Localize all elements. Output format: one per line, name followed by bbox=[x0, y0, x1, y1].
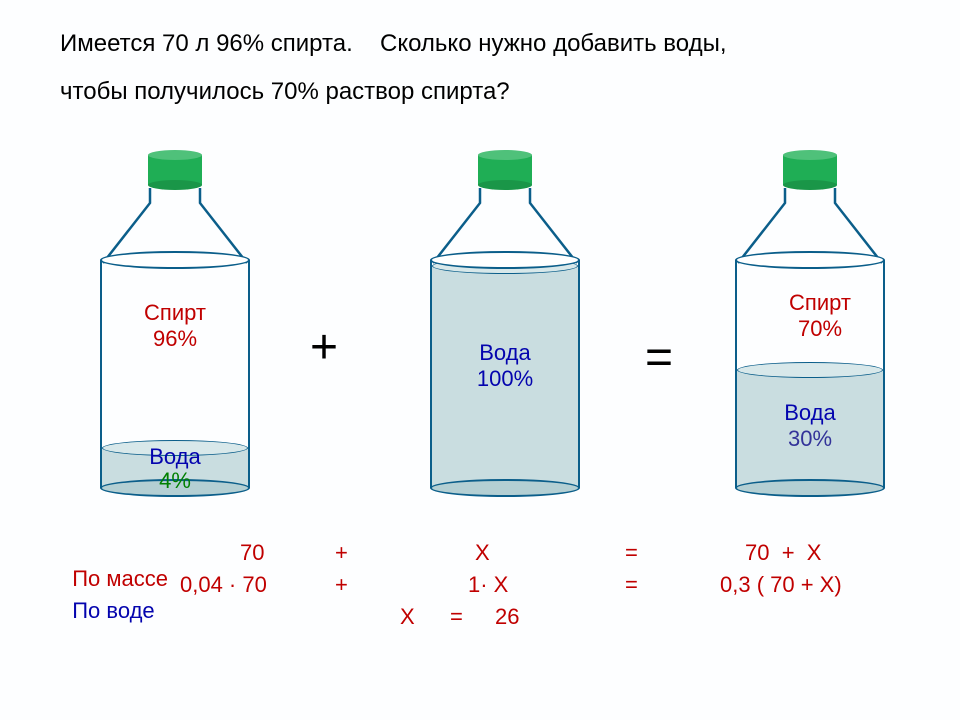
equals-operator: = bbox=[645, 330, 673, 385]
bottle-3: Спирт 70% Вода 30% bbox=[735, 150, 885, 490]
bottle-1: Спирт 96% Вода 4% bbox=[100, 150, 250, 490]
eq-water-op1: + bbox=[335, 572, 348, 598]
label-voda-4-text: Вода bbox=[100, 444, 250, 470]
eq-answer-rhs: 26 bbox=[495, 604, 519, 630]
label-spirt-96: Спирт 96% bbox=[100, 300, 250, 353]
eq-water-v2: 1· Х bbox=[468, 572, 508, 598]
eq-water-v3: 0,3 ( 70 + X) bbox=[720, 572, 842, 598]
eq-mass-v3: 70 + X bbox=[745, 540, 821, 566]
eq-answer-lhs: Х bbox=[400, 604, 415, 630]
eq-mass-op1: + bbox=[335, 540, 348, 566]
eq-answer-eq: = bbox=[450, 604, 463, 630]
label-spirt-70: Спирт 70% bbox=[745, 290, 895, 343]
problem-line1b: Сколько нужно добавить воды, bbox=[380, 30, 727, 58]
label-voda-4-pct: 4% bbox=[100, 468, 250, 494]
label-voda-30-pct: 30% bbox=[735, 426, 885, 452]
eq-mass-op2: = bbox=[625, 540, 638, 566]
label-voda-100: Вода 100% bbox=[430, 340, 580, 393]
plus-operator: + bbox=[310, 320, 338, 375]
eq-mass-v2: Х bbox=[475, 540, 490, 566]
bottle-2: Вода 100% bbox=[430, 150, 580, 490]
bottle-cap bbox=[783, 150, 837, 186]
eq-mass-v1: 70 bbox=[240, 540, 264, 566]
bottle-cap bbox=[478, 150, 532, 186]
problem-line2: чтобы получилось 70% раствор спирта? bbox=[60, 78, 510, 106]
bottle-cap bbox=[148, 150, 202, 186]
label-voda-30-text: Вода bbox=[735, 400, 885, 426]
eq-water-v1: 0,04 · 70 bbox=[180, 572, 267, 598]
problem-line1a: Имеется 70 л 96% спирта. bbox=[60, 30, 353, 58]
eq-water-label: По воде bbox=[72, 598, 154, 623]
eq-water-row: По воде bbox=[60, 572, 155, 624]
eq-water-op2: = bbox=[625, 572, 638, 598]
